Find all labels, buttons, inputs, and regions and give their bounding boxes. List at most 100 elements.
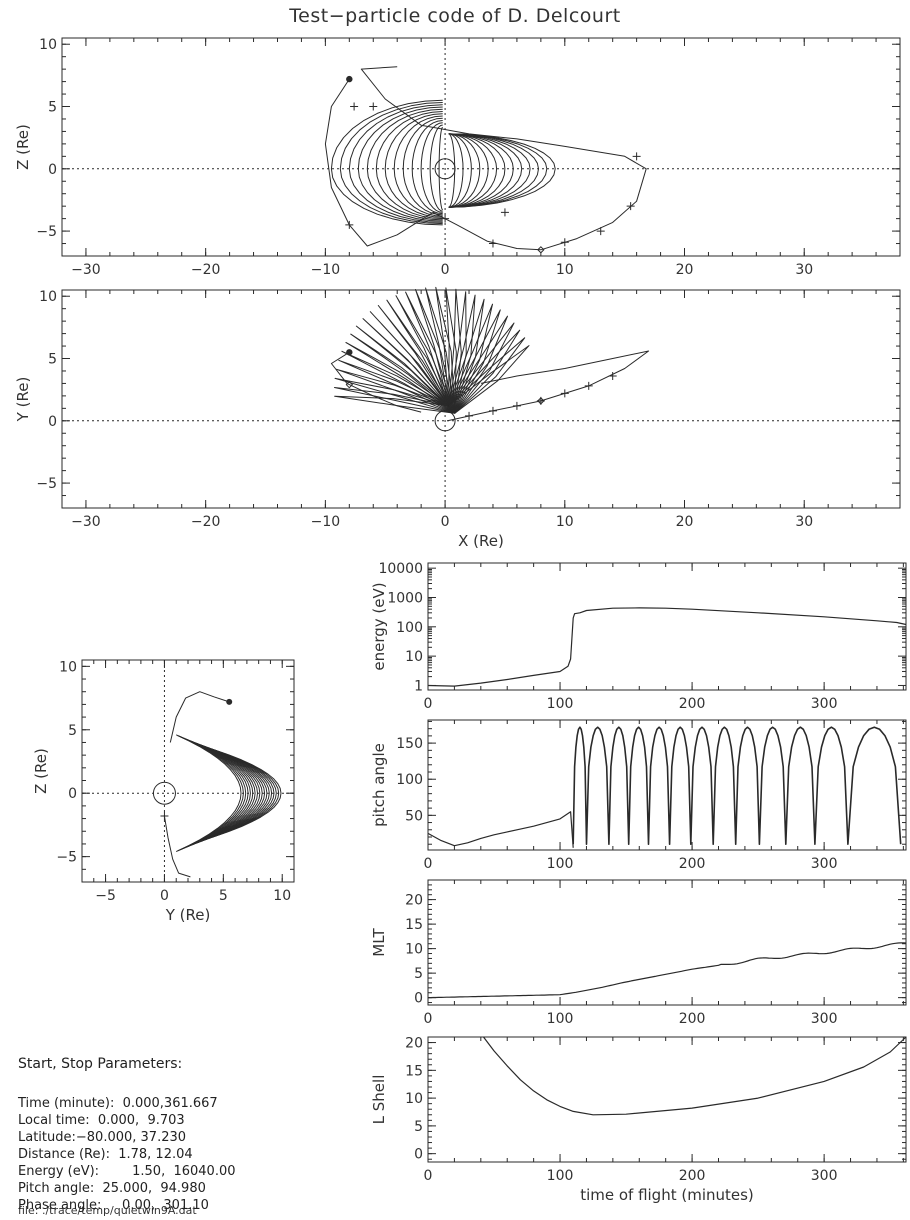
trajectory-spike xyxy=(362,318,456,414)
trajectory-arc xyxy=(187,739,261,847)
x-tick-label: −20 xyxy=(191,262,221,278)
yz-ylabel: Z (Re) xyxy=(32,748,50,794)
diamond-marker xyxy=(537,397,545,405)
trajectory-spike xyxy=(395,295,456,414)
y-tick-label: 150 xyxy=(396,736,423,752)
trajectory-marker xyxy=(369,102,378,111)
parameter-line: Energy (eV): 1.50, 16040.00 xyxy=(18,1164,236,1179)
trajectory-spike xyxy=(369,311,456,414)
trajectory-arc xyxy=(178,735,247,851)
yz-xlabel: Y (Re) xyxy=(165,906,211,924)
trajectory-marker xyxy=(160,812,169,821)
earth-circle xyxy=(152,781,176,805)
y-tick-label: 10 xyxy=(39,37,57,53)
y-tick-label: 10000 xyxy=(378,561,423,577)
trajectory-marker xyxy=(350,102,359,111)
trajectory-spike xyxy=(448,322,515,414)
trajectory-spike xyxy=(445,287,457,414)
trajectory-lobe xyxy=(384,113,443,218)
trajectory-marker xyxy=(500,208,509,217)
trajectory-lobe xyxy=(411,120,443,215)
pitch-series-oscillation xyxy=(572,726,902,846)
trajectory-start xyxy=(169,691,230,743)
trajectory-marker xyxy=(608,371,617,380)
trajectory-marker xyxy=(512,401,521,410)
y-tick-label: 10 xyxy=(39,289,57,305)
trajectory-arc xyxy=(177,735,244,852)
trajectory-spike xyxy=(334,395,455,414)
x-tick-label: 5 xyxy=(219,888,228,904)
trajectory-lobe xyxy=(448,133,489,208)
trajectory-lobe xyxy=(448,133,464,208)
x-tick-label: 0 xyxy=(424,1168,433,1184)
start-point xyxy=(346,75,353,83)
pitch-series-initial xyxy=(427,811,574,848)
trajectory-marker xyxy=(584,381,593,390)
trajectory-arc xyxy=(183,737,254,849)
trajectory-lobe xyxy=(339,102,443,225)
trajectory-end xyxy=(163,815,191,878)
trajectory-arc xyxy=(180,736,249,851)
trajectory-spike xyxy=(350,333,456,414)
trajectory-spike xyxy=(448,337,526,414)
start-point xyxy=(226,698,233,705)
trajectory-lobe xyxy=(357,106,443,222)
trajectory-spike xyxy=(405,291,456,414)
trajectory-marker xyxy=(560,238,569,247)
y-tick-label: 0 xyxy=(68,786,77,802)
y-tick-label: 10 xyxy=(405,1091,423,1107)
diamond-marker xyxy=(537,246,545,254)
x-tick-label: 20 xyxy=(676,262,694,278)
y-tick-label: 15 xyxy=(405,1063,423,1079)
x-tick-label: 10 xyxy=(273,888,291,904)
trajectory-lobe xyxy=(366,108,443,221)
trajectory-arc xyxy=(188,740,263,847)
trajectory-marker xyxy=(488,406,497,415)
trajectory-lobe xyxy=(375,111,443,220)
y-tick-label: −5 xyxy=(36,476,57,492)
y-tick-label: 5 xyxy=(68,723,77,739)
y-tick-label: 20 xyxy=(405,1036,423,1052)
trajectory-spike xyxy=(448,329,521,414)
trajectory-marker xyxy=(345,220,354,229)
xz-frame xyxy=(61,37,901,257)
y-tick-label: 1000 xyxy=(387,590,423,606)
x-tick-label: 100 xyxy=(547,696,574,712)
y-tick-label: 20 xyxy=(405,893,423,909)
figure-title: Test−particle code of D. Delcourt xyxy=(289,5,621,27)
x-tick-label: −20 xyxy=(191,514,221,530)
x-tick-label: −10 xyxy=(311,514,341,530)
x-tick-label: 300 xyxy=(811,1168,838,1184)
mlt-ylabel: MLT xyxy=(370,927,388,956)
trajectory-spike xyxy=(415,289,456,414)
x-tick-label: 30 xyxy=(795,262,813,278)
trajectory-lobe xyxy=(330,99,443,226)
parameter-line: Latitude:−80.000, 37.230 xyxy=(18,1130,187,1145)
trajectory-lobe xyxy=(429,124,443,212)
trajectory-lobe xyxy=(448,133,539,208)
lshell-series xyxy=(483,1036,907,1116)
trajectory-spike xyxy=(334,387,455,414)
y-tick-label: 100 xyxy=(396,772,423,788)
trajectory-outer xyxy=(324,66,647,251)
trajectory-arc xyxy=(200,745,282,842)
trajectory-spike xyxy=(435,286,456,414)
trajectory-marker xyxy=(596,227,605,236)
x-tick-label: 200 xyxy=(679,856,706,872)
energy-ylabel: energy (eV) xyxy=(370,582,388,670)
trajectory-spike xyxy=(448,288,462,414)
pitch-frame xyxy=(427,719,907,851)
trajectory-spike xyxy=(345,342,455,414)
trajectory-spike xyxy=(334,377,455,414)
trajectory-lobe xyxy=(448,133,523,208)
mlt-frame xyxy=(427,879,907,1006)
y-tick-label: 5 xyxy=(48,352,57,368)
trajectory-arc xyxy=(185,738,258,848)
trajectory-marker xyxy=(441,214,450,223)
trajectory-spike xyxy=(355,325,456,414)
x-tick-label: −30 xyxy=(71,262,101,278)
y-tick-label: 0 xyxy=(414,1147,423,1163)
trajectory-lobe xyxy=(448,133,556,208)
x-tick-label: −30 xyxy=(71,514,101,530)
